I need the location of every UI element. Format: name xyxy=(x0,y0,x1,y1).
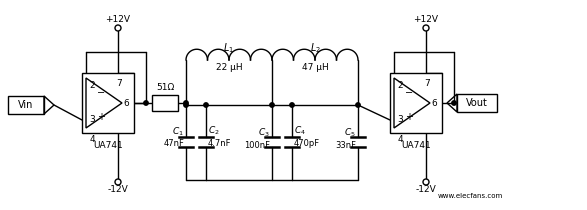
Text: +12V: +12V xyxy=(413,16,438,25)
Bar xyxy=(152,95,178,111)
Text: 4: 4 xyxy=(89,135,95,144)
Text: $L_2$: $L_2$ xyxy=(309,41,321,55)
Text: 7: 7 xyxy=(424,79,430,88)
Text: $C_5$: $C_5$ xyxy=(344,127,356,139)
Text: $C_1$: $C_1$ xyxy=(172,126,184,138)
Text: 4: 4 xyxy=(397,135,403,144)
Text: 51Ω: 51Ω xyxy=(156,84,174,92)
Bar xyxy=(8,96,44,114)
Circle shape xyxy=(115,179,121,185)
Circle shape xyxy=(184,103,188,107)
Text: $L_1$: $L_1$ xyxy=(224,41,235,55)
Text: UA741: UA741 xyxy=(93,140,123,150)
Text: +: + xyxy=(405,112,413,122)
Text: Vout: Vout xyxy=(466,98,488,108)
Circle shape xyxy=(115,25,121,31)
Circle shape xyxy=(356,103,360,107)
Bar xyxy=(390,73,442,133)
Circle shape xyxy=(204,103,208,107)
Text: 2: 2 xyxy=(89,81,95,91)
Text: 470pF: 470pF xyxy=(294,139,320,147)
Text: 3: 3 xyxy=(89,116,95,125)
Circle shape xyxy=(144,101,148,105)
Text: $C_3$: $C_3$ xyxy=(258,127,270,139)
Circle shape xyxy=(423,25,429,31)
Text: -12V: -12V xyxy=(416,185,436,194)
Circle shape xyxy=(290,103,294,107)
Text: 6: 6 xyxy=(123,100,129,109)
Text: 47 μH: 47 μH xyxy=(302,63,328,72)
Text: 6: 6 xyxy=(431,100,437,109)
Bar xyxy=(82,73,134,133)
Text: +12V: +12V xyxy=(106,16,130,25)
Text: 7: 7 xyxy=(116,79,122,88)
Circle shape xyxy=(184,101,188,105)
Text: −: − xyxy=(97,88,105,98)
Text: 2: 2 xyxy=(397,81,403,91)
Text: 4.7nF: 4.7nF xyxy=(208,139,231,147)
Text: www.elecfans.com: www.elecfans.com xyxy=(437,193,502,199)
Text: 22 μH: 22 μH xyxy=(215,63,242,72)
Text: 33nF: 33nF xyxy=(335,140,356,150)
Circle shape xyxy=(270,103,274,107)
Text: -12V: -12V xyxy=(107,185,129,194)
Text: 3: 3 xyxy=(397,116,403,125)
Circle shape xyxy=(452,101,456,105)
Text: $C_4$: $C_4$ xyxy=(294,125,306,137)
Text: Vin: Vin xyxy=(18,100,33,110)
Text: +: + xyxy=(97,112,105,122)
Text: $C_2$: $C_2$ xyxy=(208,125,220,137)
Text: 47nF: 47nF xyxy=(163,139,184,148)
Text: 100nF: 100nF xyxy=(244,140,270,150)
Bar xyxy=(457,94,497,112)
Text: UA741: UA741 xyxy=(401,140,431,150)
Circle shape xyxy=(423,179,429,185)
Text: −: − xyxy=(405,88,413,98)
